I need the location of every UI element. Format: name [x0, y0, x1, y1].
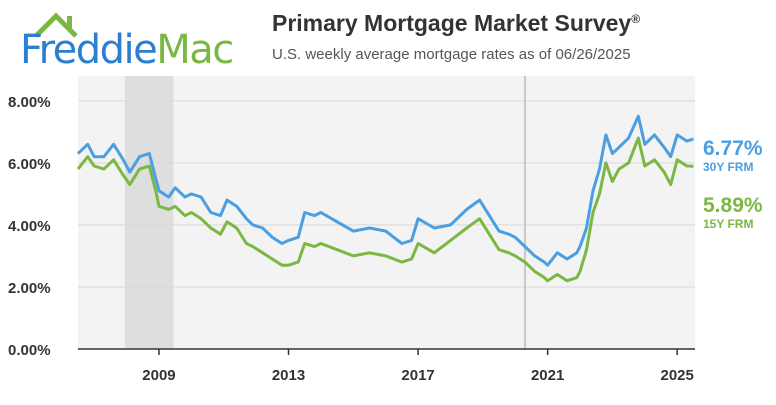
- end-label-15y-value: 5.89%: [703, 194, 763, 217]
- roof-icon: [34, 12, 78, 38]
- y-tick-label: 6.00%: [8, 156, 51, 173]
- logo-wordmark: FreddieMac: [20, 27, 234, 73]
- chart-title: Primary Mortgage Market Survey®: [272, 10, 640, 37]
- y-tick-label: 8.00%: [8, 94, 51, 111]
- y-tick-label: 0.00%: [8, 342, 51, 359]
- y-tick-label: 4.00%: [8, 218, 51, 235]
- recession-band: [124, 76, 174, 349]
- x-tick-label: 2021: [531, 367, 564, 384]
- x-tick-label: 2017: [401, 367, 434, 384]
- end-label-30y-value: 6.77%: [703, 137, 763, 160]
- title-text: Primary Mortgage Market Survey: [272, 10, 632, 36]
- end-label-15y: 5.89% 15Y FRM: [703, 194, 763, 232]
- series-line-30y: [76, 114, 694, 267]
- x-tick-label: 2025: [660, 367, 693, 384]
- end-label-15y-name: 15Y FRM: [703, 217, 754, 231]
- end-label-30y-name: 30Y FRM: [703, 160, 754, 174]
- end-label-30y: 6.77% 30Y FRM: [703, 137, 763, 175]
- series-line-15y: [76, 136, 694, 283]
- chart-subtitle: U.S. weekly average mortgage rates as of…: [272, 46, 631, 63]
- logo-text-mac: Mac: [156, 27, 234, 73]
- y-tick-label: 2.00%: [8, 280, 51, 297]
- freddie-mac-logo: FreddieMac: [14, 6, 254, 76]
- registered-mark: ®: [631, 12, 641, 26]
- x-tick-label: 2013: [272, 367, 305, 384]
- x-tick-label: 2009: [142, 367, 175, 384]
- logo-text-freddie: Freddie: [20, 27, 158, 73]
